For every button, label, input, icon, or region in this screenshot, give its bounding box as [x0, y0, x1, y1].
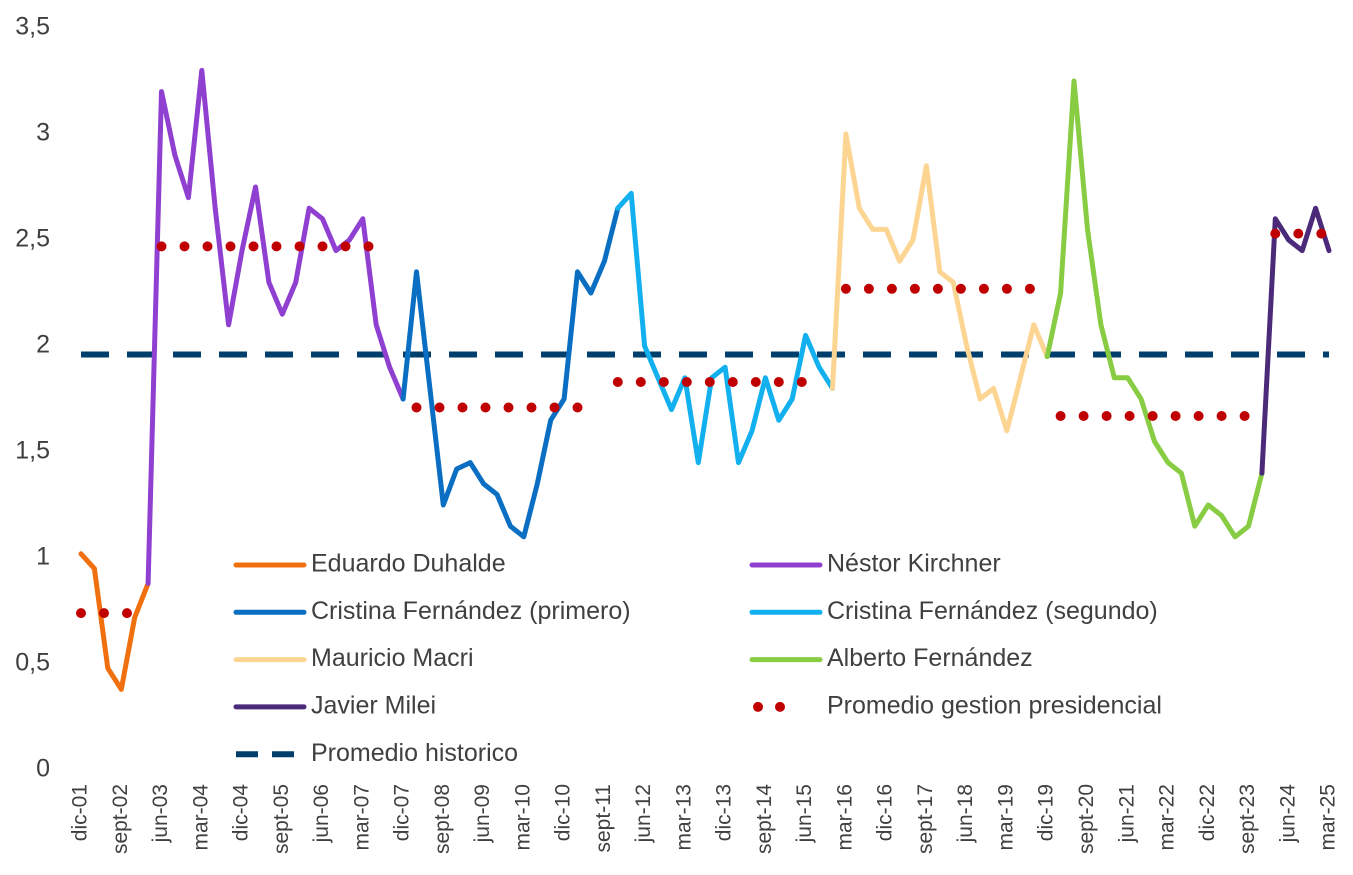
x-tick-label: mar-04: [189, 784, 212, 851]
x-tick-label: mar-16: [833, 784, 856, 851]
legend-label: Mauricio Macri: [311, 644, 474, 672]
x-tick-label: sept-20: [1075, 784, 1098, 854]
legend-label: Promedio gestion presidencial: [827, 692, 1162, 720]
y-tick-label: 2: [36, 331, 50, 359]
y-tick-label: 1: [36, 543, 50, 571]
x-tick-label: mar-13: [672, 784, 695, 851]
x-tick-label: jun-06: [310, 784, 333, 843]
x-tick-label: sept-08: [431, 784, 454, 854]
legend-label: Promedio historico: [311, 739, 518, 767]
legend-label: Javier Milei: [311, 692, 436, 720]
series-line: [78, 551, 151, 692]
y-tick-label: 0,5: [15, 649, 50, 677]
series-line: [1044, 78, 1265, 540]
x-tick-label: jun-24: [1276, 784, 1299, 844]
average-line: [76, 228, 1334, 619]
x-tick-label: mar-07: [350, 784, 373, 851]
series-line: [830, 131, 1050, 434]
x-tick-label: sept-23: [1236, 784, 1259, 854]
y-tick-label: 3,5: [15, 13, 50, 41]
x-tick-label: jun-15: [793, 784, 816, 843]
x-tick-label: sept-11: [592, 784, 615, 853]
x-tick-label: dic-07: [391, 784, 414, 841]
x-tick-label: dic-19: [1035, 784, 1058, 841]
x-tick-label: mar-10: [511, 784, 534, 851]
legend-label: Alberto Fernández: [827, 644, 1033, 672]
x-tick-label: sept-14: [753, 784, 776, 854]
series-line: [400, 205, 621, 540]
x-tick-label: sept-02: [109, 784, 132, 854]
legend-label: Eduardo Duhalde: [311, 550, 506, 578]
x-tick-label: dic-01: [69, 784, 92, 841]
x-tick-label: jun-18: [954, 784, 977, 843]
x-tick-label: mar-25: [1317, 784, 1340, 851]
legend-label: Cristina Fernández (primero): [311, 597, 631, 625]
x-tick-label: sept-17: [914, 784, 937, 854]
x-tick-label: jun-12: [632, 784, 655, 843]
x-tick-label: jun-09: [471, 784, 494, 843]
y-tick-label: 1,5: [15, 437, 50, 465]
x-tick-label: dic-16: [874, 784, 897, 841]
series-line: [145, 67, 406, 586]
x-tick-label: sept-05: [270, 784, 293, 854]
x-tick-label: jun-21: [1115, 784, 1138, 843]
x-tick-label: dic-13: [713, 784, 736, 841]
x-tick-label: mar-19: [994, 784, 1017, 851]
x-tick-label: dic-22: [1196, 784, 1219, 841]
x-tick-label: mar-22: [1156, 784, 1179, 851]
x-tick-label: jun-03: [149, 784, 172, 843]
y-tick-label: 2,5: [15, 225, 50, 253]
x-tick-label: dic-04: [230, 784, 253, 842]
y-tick-label: 3: [36, 119, 50, 147]
legend-label: Cristina Fernández (segundo): [827, 597, 1158, 625]
legend-label: Néstor Kirchner: [827, 550, 1001, 578]
series-line: [615, 190, 835, 466]
series-line: [1259, 205, 1332, 476]
y-tick-label: 0: [36, 755, 50, 783]
x-tick-label: dic-10: [552, 784, 575, 841]
